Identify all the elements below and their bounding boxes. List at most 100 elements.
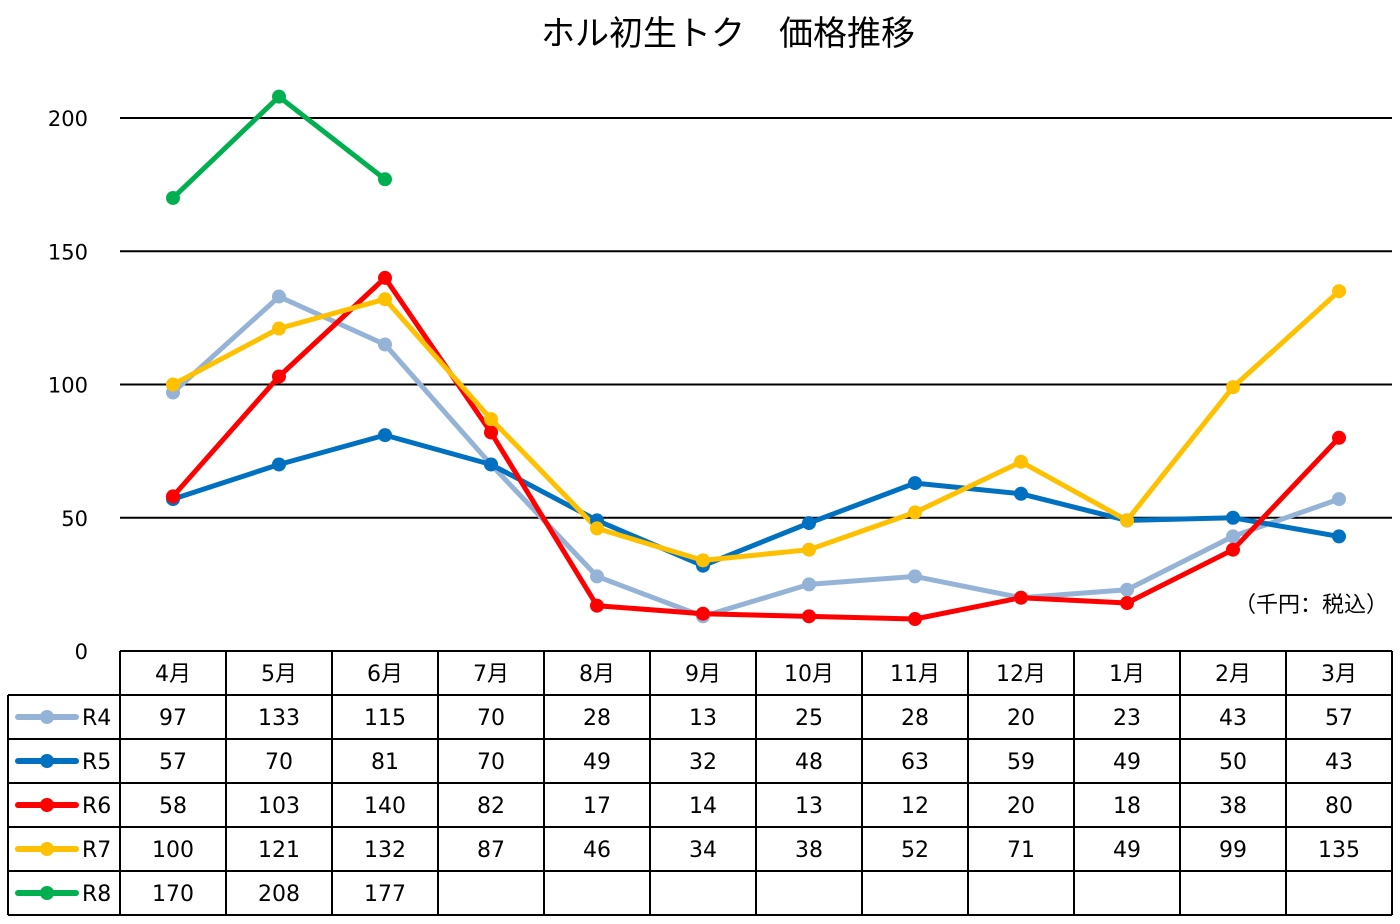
value-cell: 170 (152, 882, 194, 907)
unit-note: （千円：税込） (1234, 593, 1388, 618)
data-point-r6 (166, 489, 180, 504)
value-cell: 46 (583, 838, 611, 863)
value-cell: 38 (795, 838, 823, 863)
value-cell: 49 (583, 750, 611, 775)
category-label: 3月 (1321, 662, 1357, 687)
data-point-r4 (1226, 529, 1240, 544)
category-label: 1月 (1109, 662, 1145, 687)
value-cell: 115 (364, 706, 406, 731)
series-line-r7 (170, 288, 1342, 563)
data-point-r7 (908, 505, 922, 520)
data-point-r6 (484, 425, 498, 440)
y-tick-label: 0 (75, 640, 88, 664)
value-cell: 28 (583, 706, 611, 731)
data-point-r6 (272, 369, 286, 384)
value-cell: 59 (1007, 750, 1035, 775)
value-cell: 23 (1113, 706, 1141, 731)
data-point-r6 (802, 609, 816, 624)
data-point-r5 (378, 428, 392, 443)
y-tick-label: 100 (48, 374, 88, 398)
data-point-r6 (378, 270, 392, 285)
value-cell: 70 (477, 750, 505, 775)
value-cell: 58 (159, 794, 187, 819)
value-cell: 17 (583, 794, 611, 819)
value-cell: 13 (689, 706, 717, 731)
value-cell: 34 (689, 838, 717, 863)
value-cell: 97 (159, 706, 187, 731)
data-point-r6 (1014, 590, 1028, 605)
data-point-r4 (1332, 492, 1346, 507)
value-cell: 208 (258, 882, 300, 907)
category-label: 8月 (579, 662, 615, 687)
data-point-r5 (802, 516, 816, 531)
legend-key-marker (40, 754, 54, 768)
series-line-r4 (170, 294, 1342, 619)
value-cell: 13 (795, 794, 823, 819)
data-point-r7 (1120, 513, 1134, 528)
value-cell: 43 (1219, 706, 1247, 731)
value-cell: 20 (1007, 794, 1035, 819)
data-point-r7 (166, 377, 180, 392)
data-point-r6 (696, 606, 710, 621)
data-point-r4 (590, 569, 604, 584)
value-cell: 25 (795, 706, 823, 731)
value-cell: 70 (477, 706, 505, 731)
legend-key-marker (40, 842, 54, 856)
data-point-r4 (272, 289, 286, 304)
value-cell: 43 (1325, 750, 1353, 775)
value-cell: 57 (1325, 706, 1353, 731)
value-cell: 177 (364, 882, 406, 907)
value-cell: 80 (1325, 794, 1353, 819)
data-point-r7 (1226, 380, 1240, 395)
data-point-r7 (272, 321, 286, 336)
value-cell: 81 (371, 750, 399, 775)
value-cell: 133 (258, 706, 300, 731)
series-line-r6 (170, 275, 1342, 622)
value-cell: 82 (477, 794, 505, 819)
data-point-r6 (1332, 430, 1346, 445)
data-point-r4 (378, 337, 392, 352)
category-label: 9月 (685, 662, 721, 687)
data-table: 4月 5月 6月 7月 8月 9月 10月 11月 12月 1月 2月 3月 R4 97 133 115 70 2… (7, 650, 1393, 916)
data-point-r6 (908, 612, 922, 627)
data-point-r7 (378, 292, 392, 307)
legend-key-marker (40, 710, 54, 724)
category-label: 5月 (261, 662, 297, 687)
data-point-r5 (1014, 486, 1028, 501)
value-cell: 52 (901, 838, 929, 863)
data-point-r8 (378, 172, 392, 187)
data-point-r5 (908, 476, 922, 491)
value-cell: 28 (901, 706, 929, 731)
data-point-r6 (1226, 542, 1240, 557)
value-cell: 99 (1219, 838, 1247, 863)
y-axis: 0 50 100 150 200 (48, 107, 88, 664)
category-label: 2月 (1215, 662, 1251, 687)
data-point-r4 (802, 577, 816, 592)
y-tick-label: 200 (48, 107, 88, 131)
data-point-r4 (908, 569, 922, 584)
legend-label: R4 (82, 706, 111, 731)
category-label: 10月 (784, 662, 834, 687)
value-cell: 32 (689, 750, 717, 775)
y-tick-label: 50 (61, 507, 88, 531)
value-cell: 38 (1219, 794, 1247, 819)
series-line-r8 (170, 94, 388, 201)
category-label: 12月 (996, 662, 1046, 687)
value-cell: 48 (795, 750, 823, 775)
legend-label: R8 (82, 882, 111, 907)
data-point-r7 (484, 412, 498, 427)
value-cell: 14 (689, 794, 717, 819)
value-cell: 50 (1219, 750, 1247, 775)
data-point-r7 (802, 542, 816, 557)
data-point-r6 (590, 598, 604, 613)
category-label: 6月 (367, 662, 403, 687)
data-point-r7 (1014, 454, 1028, 469)
data-point-r5 (1332, 529, 1346, 544)
legend-key-marker (40, 886, 54, 900)
data-point-r8 (166, 190, 180, 205)
series-points (166, 89, 1346, 627)
value-cell: 63 (901, 750, 929, 775)
value-cell: 135 (1318, 838, 1360, 863)
value-cell: 121 (258, 838, 300, 863)
